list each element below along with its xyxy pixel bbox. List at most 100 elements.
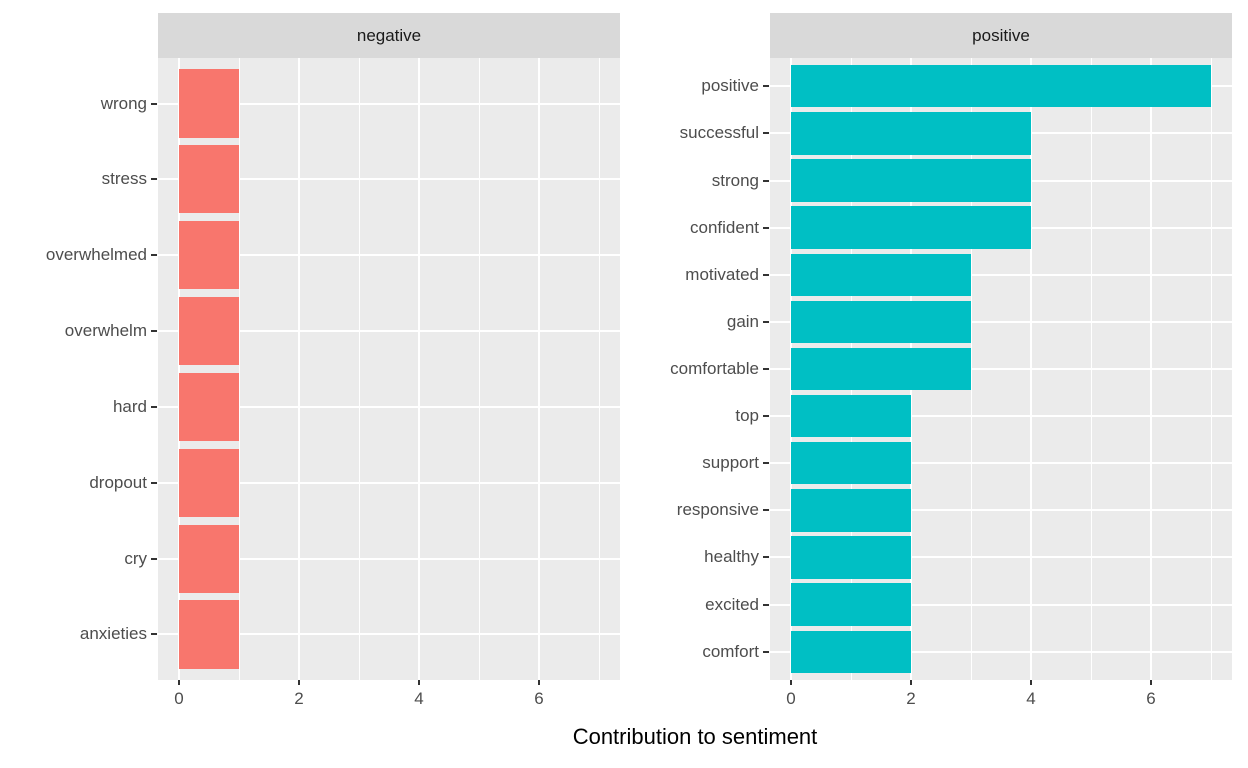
bar-positive [791,65,1211,108]
gridline-major-h [158,405,620,408]
y-axis-label-overwhelmed: overwhelmed [45,245,147,265]
y-axis-label-support: support [702,453,759,473]
bar-dropout [179,448,239,517]
y-axis-label-gain: gain [726,311,759,331]
gridline-major-h [770,368,1232,370]
gridline-major-h [158,254,620,257]
y-tick [763,226,769,229]
y-tick [763,85,769,88]
y-axis-label-dropout: dropout [89,472,147,492]
bar-anxieties [179,600,239,669]
x-tick [790,680,792,685]
gridline-major-v [298,58,300,680]
y-tick [151,405,157,408]
gridline-major-v [418,58,420,680]
facet-panel-positive [770,58,1232,680]
x-axis-label: 4 [1026,689,1036,708]
gridline-major-h [770,603,1232,606]
x-axis-title: Contribution to sentiment [572,724,818,749]
y-axis-label-cry: cry [124,548,147,568]
gridline-major-h [770,462,1232,465]
y-tick [763,179,769,182]
y-tick [151,330,157,333]
y-tick [763,415,769,418]
y-tick [763,132,769,135]
bar-overwhelm [179,296,239,366]
bar-overwhelmed [179,221,239,290]
y-axis-label-motivated: motivated [685,264,759,284]
bar-motivated [791,253,971,296]
bar-top [791,394,911,438]
x-axis-label: 6 [534,689,544,708]
gridline-major-h [770,556,1232,559]
gridline-major-h [770,415,1232,418]
bar-comfortable [791,347,971,391]
y-tick [763,556,769,559]
gridline-minor-v [598,58,600,680]
bar-hard [179,372,239,442]
y-axis-label-excited: excited [705,594,759,614]
x-tick [1150,680,1152,685]
facet-strip-label: positive [972,25,1030,45]
gridline-minor-v [238,58,240,680]
y-axis-label-successful: successful [679,123,759,143]
bar-healthy [791,536,911,579]
y-tick [763,603,769,606]
y-axis-label-confident: confident [690,217,759,237]
y-axis-label-top: top [735,406,759,426]
facet-strip-negative: negative [158,13,620,58]
bar-strong [791,159,1031,202]
bar-gain [791,300,971,344]
x-tick [538,680,540,685]
y-axis-label-positive: positive [701,76,759,96]
y-axis-label-wrong: wrong [100,93,147,113]
y-axis-label-comfortable: comfortable [670,359,759,378]
gridline-major-h [770,320,1232,323]
y-axis-label-strong: strong [711,170,759,190]
bar-responsive [791,489,911,532]
y-tick [151,633,157,636]
gridline-major-h [158,178,620,181]
y-axis-label-stress: stress [101,169,147,189]
y-tick [763,462,769,465]
y-axis-label-responsive: responsive [676,500,759,520]
x-axis-label: 2 [294,689,304,708]
x-tick [298,680,300,685]
y-axis-label-anxieties: anxieties [79,624,147,644]
bar-stress [179,145,239,214]
bar-comfort [791,630,911,673]
y-tick [151,254,157,257]
x-tick [1030,680,1032,685]
y-axis-label-hard: hard [112,396,147,416]
gridline-major-h [158,330,620,333]
bar-confident [791,206,1031,249]
facet-panel-negative [158,58,620,680]
gridline-major-h [770,509,1232,512]
y-tick [151,481,157,484]
y-axis-label-healthy: healthy [704,547,759,567]
y-tick [763,368,769,370]
y-tick [763,650,769,653]
x-axis-label: 0 [786,689,796,708]
y-tick [151,557,157,560]
x-axis-label: 6 [1146,689,1156,708]
y-tick [763,273,769,276]
bar-support [791,442,911,485]
gridline-major-h [158,557,620,560]
x-tick [178,680,180,685]
y-tick [151,178,157,181]
x-axis-label: 2 [906,689,916,708]
gridline-major-v [178,58,180,680]
gridline-major-h [158,633,620,636]
y-axis-label-comfort: comfort [702,641,759,661]
x-tick [910,680,912,685]
y-axis-label-overwhelm: overwhelm [64,321,147,341]
y-tick [763,320,769,323]
x-tick [418,680,420,685]
facet-strip-label: negative [356,25,422,45]
gridline-major-h [770,650,1232,653]
gridline-major-v [538,58,540,680]
bar-successful [791,112,1031,155]
bar-wrong [179,69,239,138]
